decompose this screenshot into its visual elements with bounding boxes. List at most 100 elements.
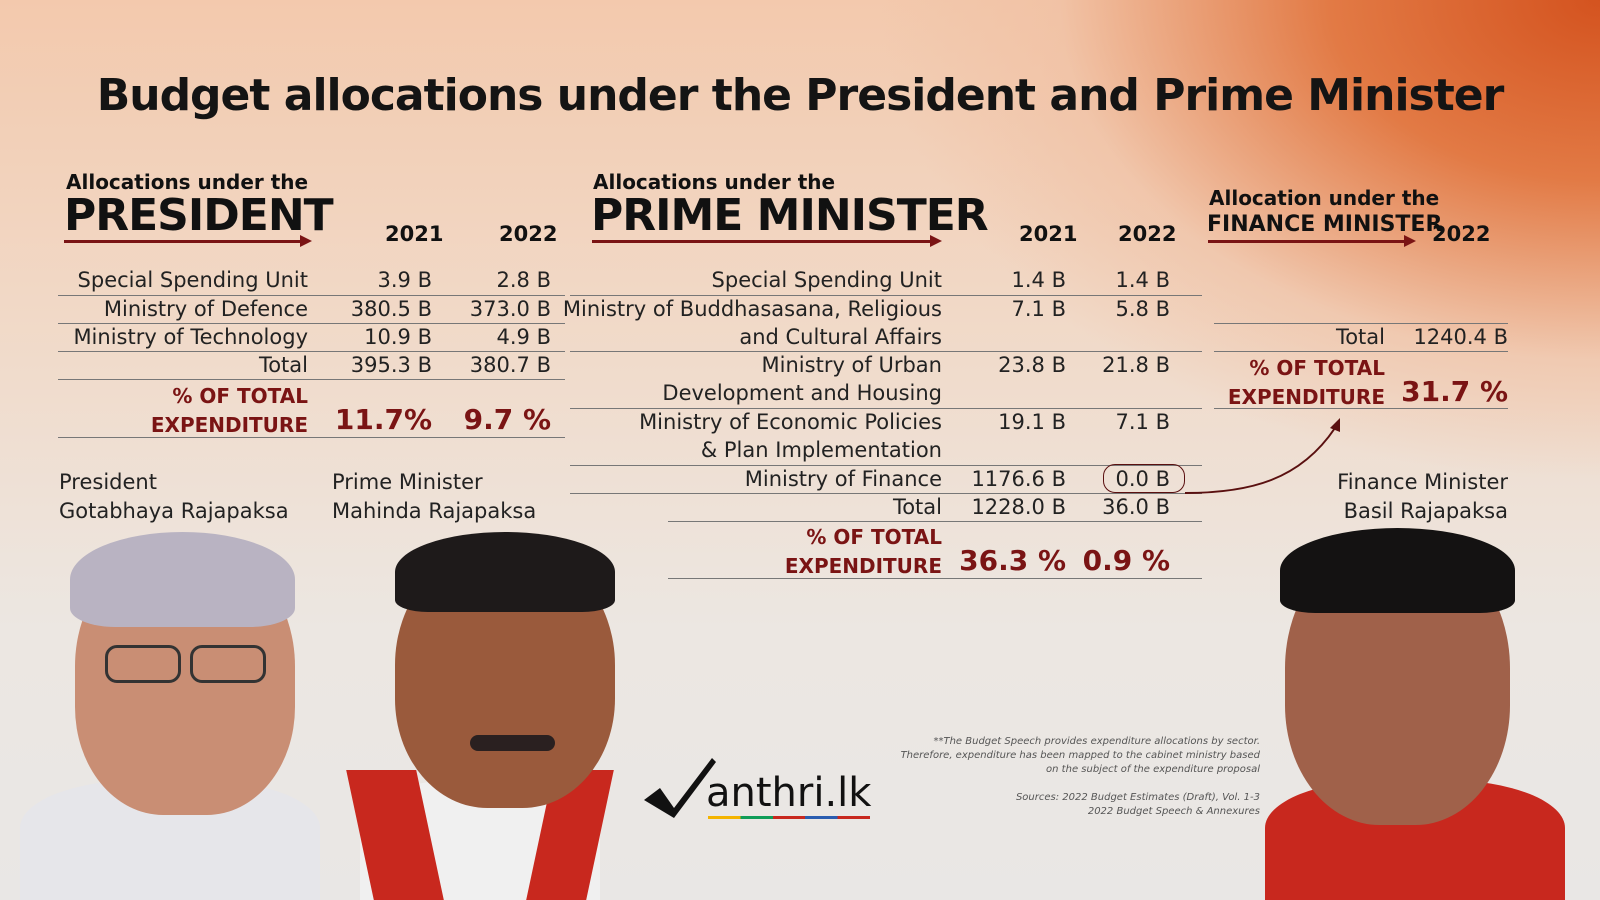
row-value-2022: 7.1 B [1115,410,1170,434]
row-label-line2: & Plan Implementation [700,438,942,462]
president-pct-label: % OF TOTAL EXPENDITURE [100,382,308,440]
president-name: Gotabhaya Rajapaksa [59,499,289,523]
row-value-2022: 1240.4 B [1413,325,1508,349]
row-value-2022: 380.7 B [469,353,551,377]
footnote-line: Therefore, expenditure has been mapped t… [900,750,1260,761]
fm-section-heading: FINANCE MINISTER [1207,212,1443,237]
pm-role: Prime Minister [332,470,483,494]
row-divider [58,323,565,324]
president-pct-2021: 11.7% [334,403,432,436]
row-value-2022: 4.9 B [496,325,551,349]
row-value-2021: 380.5 B [350,297,432,321]
row-value-2021: 23.8 B [998,353,1066,377]
pct-label-line2: EXPENDITURE [784,554,942,578]
pct-label-line2: EXPENDITURE [1227,385,1385,409]
pm-year-2021: 2021 [1019,222,1078,246]
fm-pct-2022: 31.7 % [1401,375,1508,408]
row-divider [1214,408,1508,409]
highlight-outline [1103,464,1185,493]
president-role: President [59,470,157,494]
fm-role: Finance Minister [1337,470,1508,494]
fm-hair [1280,528,1515,613]
president-caption: President Gotabhaya Rajapaksa [59,468,289,526]
fm-arrow-icon [1208,235,1416,247]
row-value-2021: 19.1 B [998,410,1066,434]
glasses-icon [190,645,266,683]
row-value-2022: 21.8 B [1102,353,1170,377]
pm-section-caption: Allocations under the [593,170,836,194]
row-label: Ministry of Buddhasasana, Religious [562,297,942,321]
row-value-2021: 7.1 B [1011,297,1066,321]
pm-section-heading: PRIME MINISTER [591,190,989,241]
fm-pct-label: % OF TOTAL EXPENDITURE [1214,354,1385,412]
row-label: Total [1335,325,1385,349]
row-value-2021: 1.4 B [1011,268,1066,292]
president-section-heading: PRESIDENT [64,190,334,241]
row-value-2021: 1228.0 B [971,495,1066,519]
sources-line: Sources: 2022 Budget Estimates (Draft), … [1015,792,1260,803]
logo-underline [708,816,870,819]
row-label-line2: Development and Housing [662,381,942,405]
president-section-caption: Allocations under the [66,170,309,194]
row-value-2021: 10.9 B [364,325,432,349]
row-divider [570,465,1202,466]
checkmark-icon [644,758,716,818]
pct-label-line2: EXPENDITURE [150,413,308,437]
pct-label-line1: % OF TOTAL [172,384,308,408]
row-value-2022: 36.0 B [1102,495,1170,519]
pm-pct-2022: 0.9 % [1082,544,1170,577]
footnote-line: on the subject of the expenditure propos… [1046,764,1260,775]
pm-pct-2021: 36.3 % [959,544,1066,577]
row-value-2021: 395.3 B [350,353,432,377]
row-label: Special Spending Unit [711,268,942,292]
fm-name: Basil Rajapaksa [1343,499,1508,523]
row-divider [570,408,1202,409]
row-label: Ministry of Finance [744,467,942,491]
row-divider [58,351,565,352]
row-divider [58,379,565,380]
row-divider [1214,351,1508,352]
row-value-2021: 3.9 B [377,268,432,292]
row-label: Ministry of Technology [73,325,308,349]
pm-pct-label: % OF TOTAL EXPENDITURE [740,523,942,581]
row-divider [668,521,1202,522]
pm-year-2022: 2022 [1118,222,1177,246]
row-divider [1214,323,1508,324]
logo-text: anthri.lk [706,770,872,816]
footnote-line: **The Budget Speech provides expenditure… [933,736,1260,747]
row-divider [58,295,565,296]
president-year-2022: 2022 [499,222,558,246]
president-pct-2022: 9.7 % [463,403,551,436]
row-label: Ministry of Urban [761,353,942,377]
mustache-icon [470,735,555,751]
pm-caption: Prime Minister Mahinda Rajapaksa [332,468,536,526]
pm-hair [395,532,615,612]
row-divider [58,437,565,438]
president-hair [70,532,295,627]
row-value-2022: 2.8 B [496,268,551,292]
footnote: **The Budget Speech provides expenditure… [880,735,1260,819]
fm-section-caption: Allocation under the [1209,186,1440,210]
president-year-2021: 2021 [385,222,444,246]
row-label: Total [258,353,308,377]
row-value-2022: 1.4 B [1115,268,1170,292]
pm-arrow-icon [592,235,942,247]
fm-caption: Finance Minister Basil Rajapaksa [1300,468,1508,526]
row-value-2022: 373.0 B [469,297,551,321]
row-divider [570,351,1202,352]
pct-label-line1: % OF TOTAL [1249,356,1385,380]
president-arrow-icon [64,235,312,247]
row-value-2022: 5.8 B [1115,297,1170,321]
row-label: Ministry of Economic Policies [639,410,942,434]
row-label-line2: and Cultural Affairs [739,325,942,349]
finance-2022-highlight: 0.0 B [1115,467,1170,491]
connector-arrow-icon [1184,418,1340,494]
pm-name: Mahinda Rajapaksa [332,499,537,523]
page-title: Budget allocations under the President a… [96,70,1505,121]
pct-label-line1: % OF TOTAL [806,525,942,549]
row-divider [570,493,1202,494]
row-label: Ministry of Defence [103,297,308,321]
row-divider [570,295,1202,296]
row-label: Total [892,495,942,519]
row-divider [668,578,1202,579]
